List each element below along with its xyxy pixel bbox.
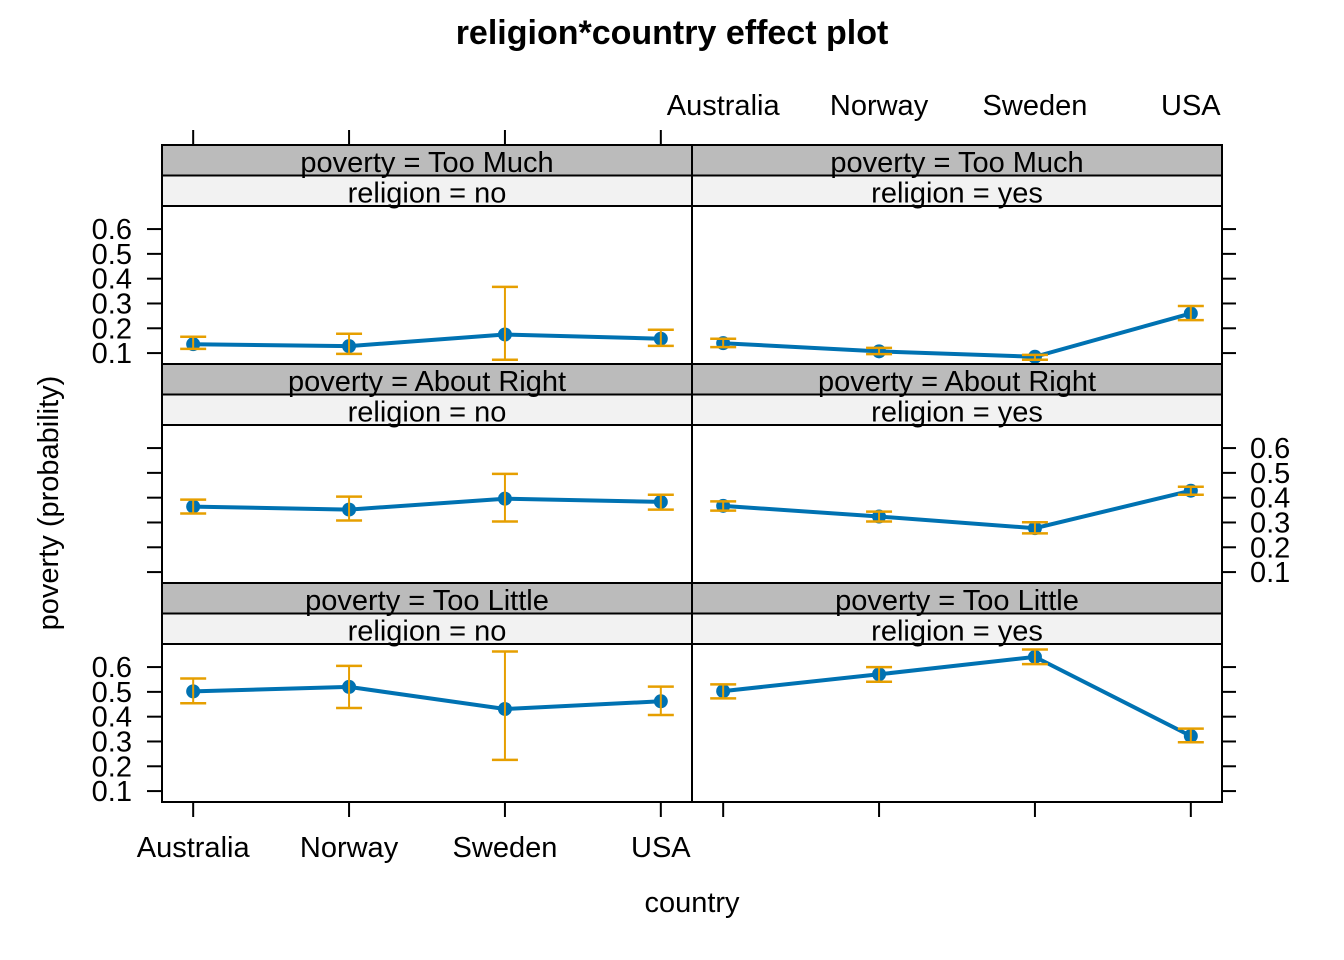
strip-religion-label: religion = no [348, 616, 507, 648]
y-tick-label: 0.2 [1250, 532, 1290, 564]
y-tick-label: 0.1 [92, 338, 132, 370]
y-tick-label: 0.6 [92, 652, 132, 684]
x-tick-label-bottom: Australia [137, 832, 251, 864]
y-tick-label: 0.5 [1250, 458, 1290, 490]
y-tick-label: 0.6 [92, 214, 132, 246]
fit-line [193, 684, 661, 712]
strip-poverty-label: poverty = Too Little [835, 585, 1079, 617]
fit-line [193, 332, 661, 349]
strip-religion [691, 612, 1223, 645]
y-tick-label: 0.5 [92, 239, 132, 271]
y-tick-label: 0.2 [92, 751, 132, 783]
strip-poverty [691, 363, 1223, 396]
strip-religion-label: religion = no [348, 178, 507, 210]
x-tick-label-top: Australia [667, 90, 781, 122]
y-tick-label: 0.3 [92, 288, 132, 320]
strip-religion-label: religion = yes [871, 178, 1043, 210]
strip-poverty-label: poverty = Too Little [305, 585, 549, 617]
x-axis-label: country [644, 887, 740, 919]
fit-line [723, 311, 1192, 359]
strip-religion [691, 393, 1223, 426]
strip-religion-label: religion = yes [871, 616, 1043, 648]
strip-poverty-label: poverty = About Right [288, 366, 566, 398]
strip-poverty [161, 363, 693, 396]
panel-frame [161, 643, 693, 803]
y-tick-label: 0.3 [1250, 507, 1290, 539]
fit-line [723, 488, 1192, 531]
y-tick-label: 0.4 [92, 264, 132, 296]
y-axis-label: poverty (probability) [33, 376, 65, 631]
strip-poverty-label: poverty = Too Much [300, 147, 553, 179]
fit-line [193, 496, 661, 512]
y-tick-label: 0.3 [92, 726, 132, 758]
y-tick-label: 0.4 [1250, 483, 1290, 515]
strip-religion-label: religion = yes [871, 397, 1043, 429]
x-tick-label-bottom: USA [631, 832, 691, 864]
strip-poverty [161, 144, 693, 177]
strip-religion [161, 393, 693, 426]
x-tick-label-bottom: Norway [300, 832, 399, 864]
x-tick-label-top: Norway [830, 90, 929, 122]
y-tick-label: 0.4 [92, 702, 132, 734]
x-tick-label-top: USA [1161, 90, 1221, 122]
x-tick-label-bottom: Sweden [453, 832, 558, 864]
strip-religion-label: religion = no [348, 397, 507, 429]
y-tick-label: 0.5 [92, 677, 132, 709]
x-tick-label-top: Sweden [983, 90, 1088, 122]
y-tick-label: 0.6 [1250, 433, 1290, 465]
y-tick-label: 0.2 [92, 313, 132, 345]
strip-poverty-label: poverty = About Right [818, 366, 1096, 398]
strip-poverty [691, 144, 1223, 177]
chart-title: religion*country effect plot [456, 14, 889, 52]
y-tick-label: 0.1 [1250, 557, 1290, 589]
panel-frame [691, 205, 1223, 365]
strip-poverty-label: poverty = Too Much [830, 147, 1083, 179]
y-tick-label: 0.1 [92, 776, 132, 808]
fit-line [722, 654, 1192, 738]
strip-religion [161, 612, 693, 645]
panel-frame [691, 643, 1223, 803]
